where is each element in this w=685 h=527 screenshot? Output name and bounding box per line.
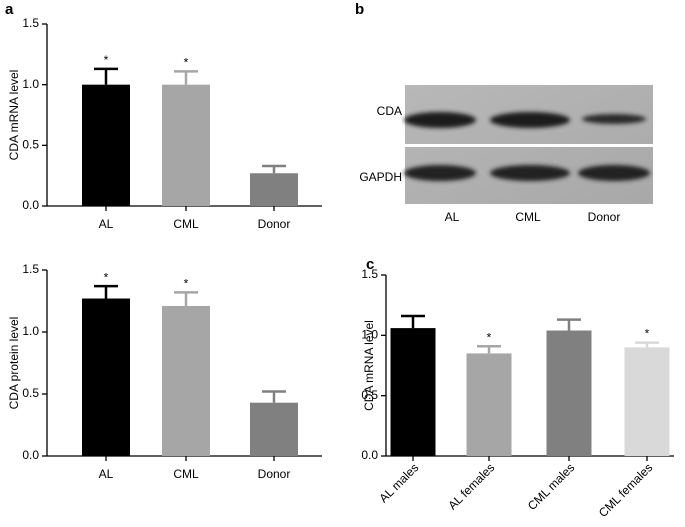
x-tick-label: AL males [376,460,421,505]
x-tick-label: AL [99,467,114,481]
x-tick-label: Donor [258,217,291,231]
x-tick-label: CML [173,467,199,481]
blot-lane-label: AL [445,210,460,224]
blot-bands [404,112,650,181]
y-tick-label: 1.5 [22,262,39,276]
y-tick-label: 1.0 [22,77,39,91]
blot-row-label: GAPDH [359,170,402,184]
blot-lane-label: CML [515,210,541,224]
significance-mark: * [645,327,650,341]
y-axis-title: CDA protein level [7,317,21,410]
bar [546,330,592,456]
bar [82,84,130,206]
bar [250,402,298,456]
significance-mark: * [487,330,492,344]
x-tick-label: CML males [525,460,577,512]
y-tick-label: 0.0 [361,448,378,462]
bar [82,298,130,456]
panel-label: c [366,256,374,273]
x-tick-label: Donor [258,467,291,481]
y-tick-label: 1.0 [22,324,39,338]
y-tick-label: 0.5 [361,388,378,402]
bar [250,173,298,206]
blot-separator [405,144,653,147]
blot-row-label: CDA [377,104,402,118]
significance-mark: * [104,53,109,67]
panel-label: a [5,1,14,18]
bar [624,347,670,456]
x-tick-label: AL females [445,460,497,512]
y-tick-label: 1.0 [361,328,378,342]
y-tick-label: 0.5 [22,138,39,152]
x-tick-label: CML [173,217,199,231]
x-tick-label: CML females [596,460,656,520]
y-axis-title: CDA mRNA level [7,70,21,161]
y-tick-label: 0.0 [22,448,39,462]
bar [390,328,436,456]
y-tick-label: 0.5 [22,386,39,400]
panel-label: b [355,1,364,18]
y-tick-label: 1.5 [22,16,39,30]
significance-mark: * [184,55,189,69]
blot-lane-label: Donor [588,210,621,224]
significance-mark: * [104,270,109,284]
western-blot: b CDA GAPDH AL CML Donor [355,1,653,224]
bar [466,353,512,456]
bar [162,305,210,456]
significance-mark: * [184,276,189,290]
bar [162,84,210,206]
y-axis-title: CDA mRNA level [362,320,376,411]
x-tick-label: AL [99,217,114,231]
y-tick-label: 1.5 [361,267,378,281]
y-tick-label: 0.0 [22,198,39,212]
